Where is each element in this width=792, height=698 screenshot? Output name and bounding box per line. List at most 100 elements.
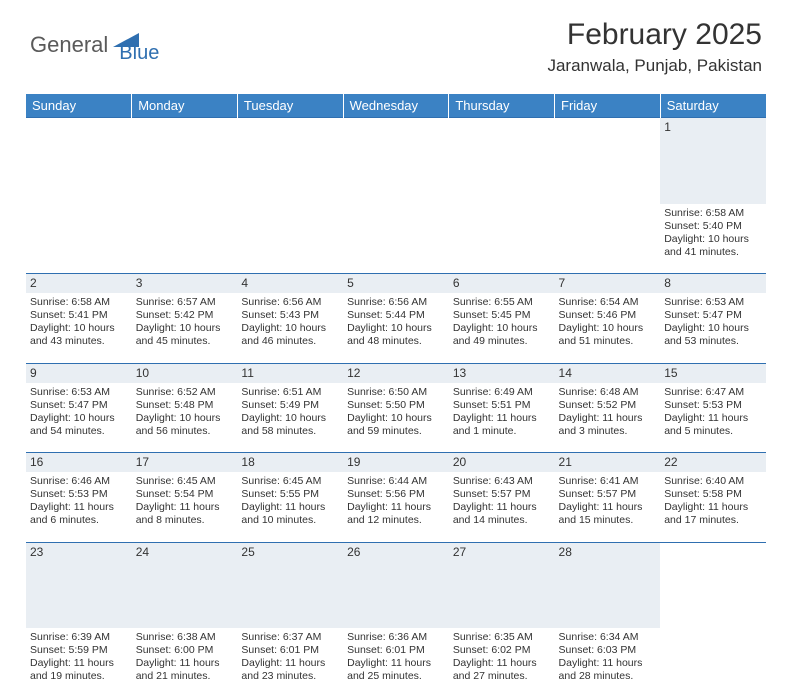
daylight-text: Daylight: 11 hours and 3 minutes. [559, 412, 657, 438]
daylight-text: Daylight: 10 hours and 56 minutes. [136, 412, 234, 438]
sunrise-text: Sunrise: 6:51 AM [241, 386, 339, 399]
calendar-week-date-row: 1 [26, 118, 766, 204]
calendar-day-number: 18 [237, 453, 343, 473]
day-number: 2 [30, 276, 37, 290]
calendar-day-cell: Sunrise: 6:40 AMSunset: 5:58 PMDaylight:… [660, 472, 766, 542]
sunrise-text: Sunrise: 6:56 AM [241, 296, 339, 309]
daylight-text: Daylight: 10 hours and 54 minutes. [30, 412, 128, 438]
daylight-text: Daylight: 10 hours and 48 minutes. [347, 322, 445, 348]
calendar-day-number: 25 [237, 542, 343, 628]
calendar-day-number: 3 [132, 274, 238, 294]
calendar-cell-empty [660, 628, 766, 698]
calendar-day-number: 23 [26, 542, 132, 628]
sunset-text: Sunset: 5:53 PM [664, 399, 762, 412]
calendar-day-cell: Sunrise: 6:58 AMSunset: 5:40 PMDaylight:… [660, 204, 766, 274]
sunset-text: Sunset: 5:57 PM [559, 488, 657, 501]
logo-text-general: General [30, 32, 108, 58]
calendar-table: Sunday Monday Tuesday Wednesday Thursday… [26, 94, 766, 698]
calendar-cell-empty [237, 204, 343, 274]
calendar-week-date-row: 2345678 [26, 274, 766, 294]
logo: General Blue [30, 24, 159, 65]
sunset-text: Sunset: 5:40 PM [664, 220, 762, 233]
day-number: 17 [136, 455, 149, 469]
calendar-day-cell: Sunrise: 6:51 AMSunset: 5:49 PMDaylight:… [237, 383, 343, 453]
day-number: 27 [453, 545, 466, 559]
calendar-day-number: 13 [449, 363, 555, 383]
calendar-cell-empty [555, 204, 661, 274]
day-number: 26 [347, 545, 360, 559]
calendar-week-body-row: Sunrise: 6:58 AMSunset: 5:41 PM Daylight:… [26, 293, 766, 363]
calendar-day-cell: Sunrise: 6:55 AMSunset: 5:45 PMDaylight:… [449, 293, 555, 363]
day-number: 15 [664, 366, 677, 380]
sunset-text: Sunset: 5:55 PM [241, 488, 339, 501]
sunset-text: Sunset: 5:41 PM [30, 309, 128, 322]
calendar-day-number: 16 [26, 453, 132, 473]
day-number: 3 [136, 276, 143, 290]
sunset-text: Sunset: 5:52 PM [559, 399, 657, 412]
daylight-text: Daylight: 11 hours and 14 minutes. [453, 501, 551, 527]
daylight-text: Daylight: 10 hours and 46 minutes. [241, 322, 339, 348]
sunset-text: Sunset: 5:48 PM [136, 399, 234, 412]
daylight-text: Daylight: 11 hours and 10 minutes. [241, 501, 339, 527]
daylight-text: Daylight: 11 hours and 5 minutes. [664, 412, 762, 438]
calendar-week-date-row: 232425262728 [26, 542, 766, 628]
sunset-text: Sunset: 5:59 PM [30, 644, 128, 657]
daylight-text: Daylight: 11 hours and 6 minutes. [30, 501, 128, 527]
daylight-text: Daylight: 10 hours and 51 minutes. [559, 322, 657, 348]
daylight-text: Daylight: 11 hours and 1 minute. [453, 412, 551, 438]
calendar-cell-empty [555, 118, 661, 204]
day-number: 11 [241, 366, 253, 380]
calendar-cell-empty [449, 204, 555, 274]
sunrise-text: Sunrise: 6:45 AM [136, 475, 234, 488]
calendar-day-number: 26 [343, 542, 449, 628]
sunrise-text: Sunrise: 6:39 AM [30, 631, 128, 644]
sunset-text: Sunset: 5:44 PM [347, 309, 445, 322]
sunset-text: Sunset: 5:42 PM [136, 309, 234, 322]
daylight-text: Daylight: 11 hours and 15 minutes. [559, 501, 657, 527]
calendar-cell-empty [132, 118, 238, 204]
sunset-text: Sunset: 5:58 PM [664, 488, 762, 501]
calendar-day-number: 6 [449, 274, 555, 294]
sunrise-text: Sunrise: 6:46 AM [30, 475, 128, 488]
calendar-day-cell: Sunrise: 6:56 AMSunset: 5:44 PMDaylight:… [343, 293, 449, 363]
calendar-day-number: 9 [26, 363, 132, 383]
sunrise-text: Sunrise: 6:37 AM [241, 631, 339, 644]
calendar-cell-empty [449, 118, 555, 204]
sunrise-text: Sunrise: 6:36 AM [347, 631, 445, 644]
calendar-week-date-row: 16171819202122 [26, 453, 766, 473]
calendar-day-number: 19 [343, 453, 449, 473]
daylight-text: Daylight: 10 hours and 58 minutes. [241, 412, 339, 438]
daylight-text: Daylight: 11 hours and 25 minutes. [347, 657, 445, 683]
logo-text-blue: Blue [119, 42, 159, 65]
calendar-cell-empty [26, 204, 132, 274]
sunrise-text: Sunrise: 6:45 AM [241, 475, 339, 488]
day-number: 16 [30, 455, 43, 469]
sunset-text: Sunset: 5:49 PM [241, 399, 339, 412]
day-number: 5 [347, 276, 354, 290]
daylight-text: Daylight: 10 hours and 49 minutes. [453, 322, 551, 348]
weekday-tuesday: Tuesday [237, 94, 343, 118]
sunrise-text: Sunrise: 6:57 AM [136, 296, 234, 309]
calendar-day-cell: Sunrise: 6:47 AMSunset: 5:53 PMDaylight:… [660, 383, 766, 453]
day-number: 13 [453, 366, 466, 380]
daylight-text: Daylight: 11 hours and 21 minutes. [136, 657, 234, 683]
sunrise-text: Sunrise: 6:38 AM [136, 631, 234, 644]
calendar-day-number: 15 [660, 363, 766, 383]
calendar-day-number: 24 [132, 542, 238, 628]
daylight-text: Daylight: 11 hours and 12 minutes. [347, 501, 445, 527]
sunset-text: Sunset: 5:51 PM [453, 399, 551, 412]
sunrise-text: Sunrise: 6:40 AM [664, 475, 762, 488]
calendar-day-cell: Sunrise: 6:53 AMSunset: 5:47 PMDaylight:… [26, 383, 132, 453]
calendar-day-number: 11 [237, 363, 343, 383]
daylight-text: Daylight: 11 hours and 27 minutes. [453, 657, 551, 683]
calendar-day-cell: Sunrise: 6:49 AMSunset: 5:51 PMDaylight:… [449, 383, 555, 453]
calendar-day-number: 17 [132, 453, 238, 473]
sunrise-text: Sunrise: 6:58 AM [30, 296, 128, 309]
day-number: 12 [347, 366, 360, 380]
calendar-week-body-row: Sunrise: 6:39 AMSunset: 5:59 PMDaylight:… [26, 628, 766, 698]
calendar-day-number: 5 [343, 274, 449, 294]
daylight-text: Daylight: 11 hours and 19 minutes. [30, 657, 128, 683]
calendar-day-cell: Sunrise: 6:57 AMSunset: 5:42 PMDaylight:… [132, 293, 238, 363]
calendar-week-body-row: Sunrise: 6:53 AMSunset: 5:47 PMDaylight:… [26, 383, 766, 453]
calendar-day-cell: Sunrise: 6:36 AMSunset: 6:01 PMDaylight:… [343, 628, 449, 698]
